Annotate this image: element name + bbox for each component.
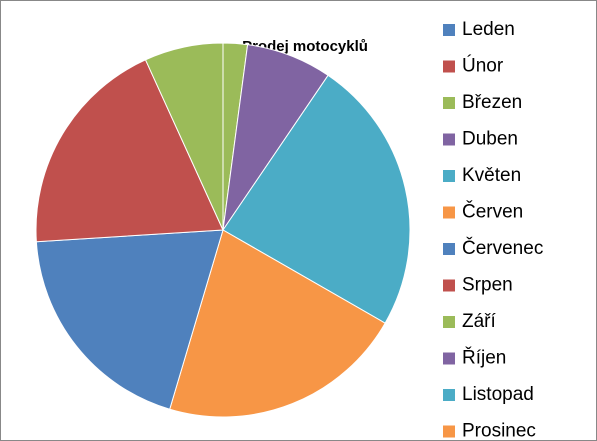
legend-swatch [443,24,455,36]
legend-label: Srpen [462,275,513,296]
legend-label: Říjen [462,347,506,369]
legend-swatch [443,97,455,109]
legend-swatch [443,316,455,328]
legend-swatch [443,133,455,146]
legend-label: Prosinec [462,421,536,441]
legend-label: Únor [462,55,504,77]
legend-label: Září [462,311,497,332]
pie-slice [35,229,224,410]
legend-swatch [443,352,455,365]
legend-swatch [443,60,455,73]
legend-swatch [443,206,455,219]
legend-label: Červen [462,201,523,223]
legend-swatch [443,279,455,292]
legend-label: Červenec [462,237,543,259]
legend-label: Květen [462,165,521,186]
legend-label: Březen [462,92,522,113]
pie-slice [169,229,386,418]
legend-label: Listopad [462,384,534,405]
legend-label: Duben [462,129,518,150]
pie-slice [144,42,224,231]
legend-swatch [443,389,455,401]
legend-swatch [443,243,455,255]
legend-swatch [443,425,455,438]
pie-slice [222,74,411,324]
legend-label: Leden [462,19,515,40]
legend-swatch [443,170,455,182]
pie-slice [35,59,224,243]
